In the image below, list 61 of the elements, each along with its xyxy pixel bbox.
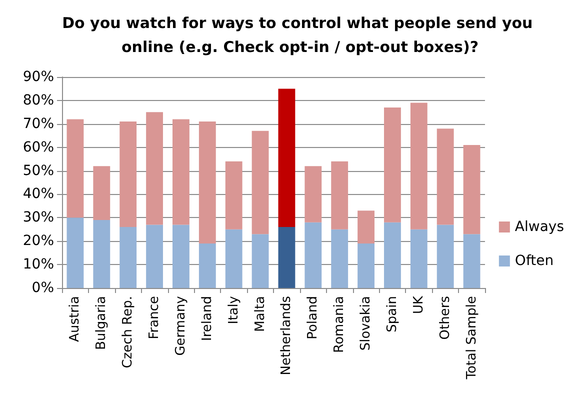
bar	[66, 218, 84, 288]
bar	[278, 227, 296, 288]
bar	[410, 102, 428, 230]
y-tick-label: 60%	[22, 139, 54, 156]
y-tick-label: 20%	[22, 233, 54, 250]
bar	[198, 243, 216, 288]
y-tick-label: 50%	[22, 162, 54, 179]
x-tick-label: Ireland	[200, 296, 215, 341]
bar	[120, 122, 137, 228]
y-tick-label: 90%	[22, 69, 54, 85]
bar	[172, 119, 190, 225]
bar	[358, 243, 374, 288]
y-tick-label: 80%	[22, 92, 54, 108]
x-tick-label: Others	[438, 296, 453, 340]
x-tick-label: Czech Rep.	[120, 296, 136, 368]
x-tick-label: Romania	[332, 296, 348, 353]
y-tick-label: 10%	[22, 256, 54, 273]
bar	[93, 166, 110, 220]
bar	[278, 88, 296, 228]
bar	[331, 161, 348, 230]
x-tick-label: Slovakia	[358, 296, 374, 351]
bar	[384, 107, 401, 222]
bar	[436, 224, 454, 288]
chart-title: Do you watch for ways to control what people send you online (e.g. Check opt-in / opt-out boxes)?	[62, 14, 538, 56]
bar	[172, 224, 190, 288]
legend-label: Always	[514, 219, 564, 235]
x-tick-label: Germany	[173, 296, 188, 356]
bar	[358, 210, 374, 244]
bar	[463, 144, 480, 234]
x-tick-label: UK	[411, 296, 426, 314]
x-tick-label: Bulgaria	[94, 296, 110, 350]
bar	[384, 222, 401, 288]
x-tick-label: Netherlands	[279, 296, 294, 376]
legend-label: Often	[514, 253, 554, 269]
bar	[436, 128, 454, 225]
bar	[93, 220, 110, 288]
bar	[463, 234, 480, 288]
x-tick-label: Spain	[384, 296, 400, 332]
bar	[252, 234, 269, 288]
x-tick-label: Total Sample	[464, 296, 480, 380]
bar	[225, 161, 242, 230]
bar	[304, 166, 322, 222]
x-tick-label: France	[147, 296, 162, 340]
bar	[120, 227, 137, 288]
bar	[304, 222, 322, 288]
bar	[66, 119, 84, 218]
y-tick-label: 0%	[32, 280, 54, 296]
x-tick-label: Austria	[68, 296, 83, 342]
bar	[331, 229, 348, 288]
bar	[198, 122, 216, 244]
y-tick-label: 70%	[22, 116, 54, 132]
bar	[252, 130, 269, 234]
bar	[146, 112, 163, 225]
bar	[410, 229, 428, 288]
x-tick-label: Italy	[226, 296, 242, 324]
x-tick-label: Malta	[252, 296, 268, 332]
y-tick-label: 30%	[22, 210, 54, 226]
y-tick-label: 40%	[22, 186, 54, 202]
x-tick-label: Poland	[306, 296, 321, 340]
bar	[225, 229, 242, 288]
bar	[146, 224, 163, 288]
